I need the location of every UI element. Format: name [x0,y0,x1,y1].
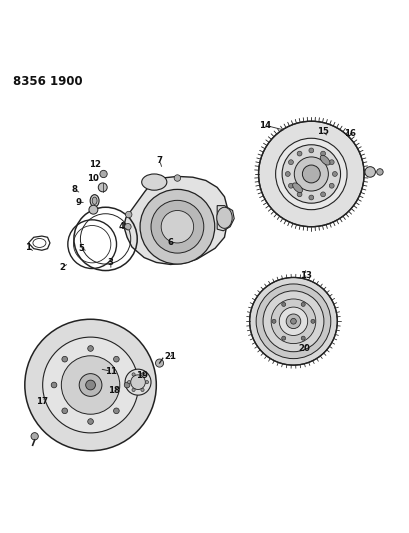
Circle shape [288,183,293,188]
Circle shape [279,307,307,335]
Circle shape [79,374,102,397]
Circle shape [302,165,319,183]
Circle shape [88,419,93,424]
Text: 19: 19 [136,371,148,380]
Text: 12: 12 [88,160,100,169]
Text: 13: 13 [299,271,311,280]
Circle shape [145,381,148,384]
Circle shape [51,382,57,388]
Circle shape [258,121,363,227]
Circle shape [249,278,337,365]
Circle shape [43,337,138,433]
Text: 1: 1 [25,243,31,252]
Text: 4: 4 [119,222,125,231]
Circle shape [100,171,107,177]
Text: 20: 20 [298,344,310,353]
Text: 9: 9 [75,198,81,207]
Polygon shape [124,176,227,264]
Circle shape [281,336,285,340]
Circle shape [25,319,156,451]
Circle shape [161,211,193,243]
Circle shape [141,373,144,376]
Circle shape [290,318,296,324]
Circle shape [301,336,304,340]
Circle shape [332,172,337,176]
Ellipse shape [216,207,231,228]
Circle shape [294,157,328,191]
Text: 6: 6 [167,238,173,247]
Text: 14: 14 [258,121,270,130]
Circle shape [285,314,300,328]
Circle shape [174,175,180,181]
Circle shape [140,189,214,264]
Text: 21: 21 [164,352,176,361]
Circle shape [263,291,323,352]
Circle shape [113,408,119,414]
Circle shape [297,192,301,197]
Text: 15: 15 [316,127,328,136]
Text: 16: 16 [344,129,355,138]
Ellipse shape [90,195,99,207]
Circle shape [130,375,145,390]
Circle shape [61,356,119,414]
Circle shape [89,205,98,214]
Circle shape [124,382,130,388]
Circle shape [151,200,203,253]
Circle shape [124,223,131,230]
Circle shape [125,369,151,395]
Polygon shape [217,206,234,231]
Text: 8356 1900: 8356 1900 [13,75,83,88]
Text: 17: 17 [36,397,48,406]
Circle shape [320,192,325,197]
Text: 11: 11 [105,367,117,376]
Circle shape [62,408,67,414]
Circle shape [364,167,375,177]
Circle shape [376,168,382,175]
Circle shape [132,388,135,392]
Circle shape [132,373,135,376]
Text: 5: 5 [78,244,84,253]
Circle shape [155,359,163,367]
Text: 10: 10 [87,174,99,182]
Circle shape [285,172,290,176]
Circle shape [125,211,132,218]
Circle shape [281,145,340,203]
Ellipse shape [292,183,302,192]
Circle shape [88,345,93,351]
Circle shape [270,299,315,344]
Circle shape [85,380,95,390]
Circle shape [113,357,119,362]
Circle shape [31,433,38,440]
Circle shape [328,160,333,165]
Circle shape [271,319,275,324]
Circle shape [281,302,285,306]
Text: 7: 7 [156,156,162,165]
Circle shape [310,319,314,324]
Text: 3: 3 [108,258,114,267]
Circle shape [320,151,325,156]
Circle shape [328,183,333,188]
Text: 18: 18 [108,386,119,395]
Circle shape [98,183,107,192]
Circle shape [62,357,67,362]
Circle shape [256,284,330,359]
Circle shape [308,148,313,153]
Circle shape [308,195,313,200]
Circle shape [275,138,346,209]
Ellipse shape [319,155,329,165]
Circle shape [297,151,301,156]
Circle shape [141,388,144,392]
Circle shape [301,302,304,306]
Text: 2: 2 [59,263,65,272]
Ellipse shape [92,197,97,205]
Circle shape [127,381,130,384]
Circle shape [288,160,293,165]
Text: 8: 8 [71,185,77,194]
Ellipse shape [142,174,166,190]
